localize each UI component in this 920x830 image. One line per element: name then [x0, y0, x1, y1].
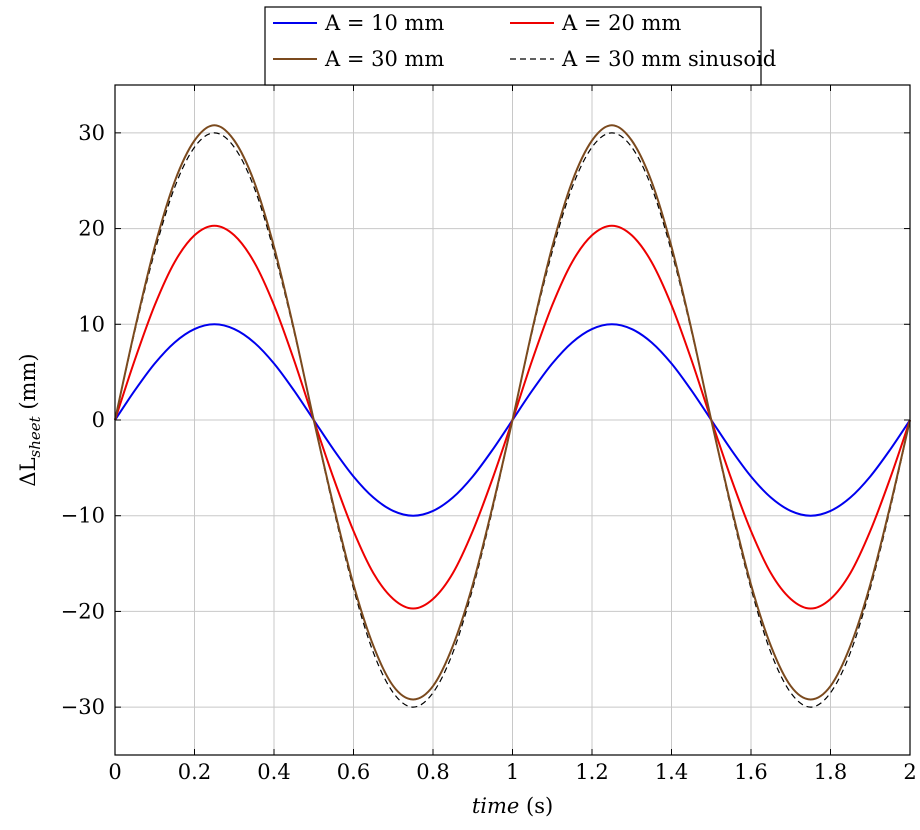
x-tick-labels: 0 0.2 0.4 0.6 0.8 1 1.2 1.4 1.6 1.8 2 [108, 760, 916, 784]
y-tick-label: 10 [78, 312, 105, 336]
series-lines [114, 124, 911, 708]
y-tick-labels: 30 20 10 0 −10 −20 −30 [61, 121, 105, 719]
y-tick-label: −30 [61, 695, 105, 719]
y-axis-label-subscript: sheet [26, 415, 44, 457]
legend-label: A = 10 mm [324, 11, 444, 35]
legend-entry-a-20-mm: A = 20 mm [510, 11, 681, 35]
x-tick-label: 0.6 [337, 760, 370, 784]
legend-entry-a-10-mm: A = 10 mm [273, 11, 444, 35]
x-axis-label-variable: time [472, 794, 520, 818]
axis-ticks [114, 85, 911, 755]
legend-entry-a-30-mm: A = 30 mm [273, 47, 444, 71]
x-tick-label: 0.4 [257, 760, 290, 784]
x-tick-label: 0.2 [178, 760, 211, 784]
y-axis-label-unit: (mm) [16, 353, 40, 416]
y-tick-label: −20 [61, 599, 105, 623]
x-tick-label: 0.8 [416, 760, 449, 784]
x-tick-label: 1.8 [814, 760, 847, 784]
legend-label: A = 30 mm sinusoid [561, 47, 776, 71]
legend-box [264, 6, 762, 86]
x-tick-label: 1.2 [575, 760, 608, 784]
x-axis-label-unit: (s) [519, 794, 553, 818]
x-tick-label: 1.6 [734, 760, 767, 784]
x-tick-label: 1.4 [655, 760, 688, 784]
legend-entry-a-30-mm-sinusoid: A = 30 mm sinusoid [510, 47, 776, 71]
y-tick-label: 30 [78, 121, 105, 145]
y-axis-label: ΔLsheet (mm) [16, 353, 44, 486]
y-tick-label: −10 [61, 504, 105, 528]
x-tick-label: 0 [108, 760, 121, 784]
series-line-a-30-mm [114, 124, 911, 701]
y-axis-label-symbol: ΔL [16, 457, 40, 486]
y-tick-label: 0 [92, 408, 105, 432]
x-tick-label: 2 [903, 760, 916, 784]
legend-label: A = 30 mm [324, 47, 444, 71]
legend: A = 10 mm A = 20 mm A = 30 mm A = 30 mm sin… [264, 6, 776, 86]
x-axis-label: time (s) [472, 794, 553, 818]
y-tick-label: 20 [78, 217, 105, 241]
legend-label: A = 20 mm [561, 11, 681, 35]
x-tick-label: 1 [506, 760, 519, 784]
